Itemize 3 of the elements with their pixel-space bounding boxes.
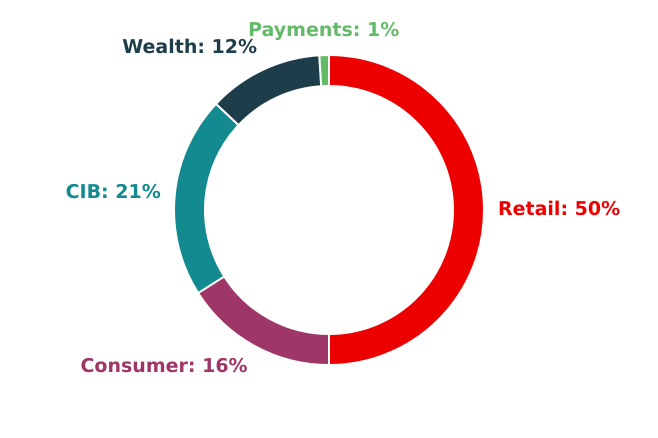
slice-label: Consumer: 16%: [80, 354, 248, 377]
slice-label: CIB: 21%: [66, 181, 161, 204]
slice-label: Retail: 50%: [498, 198, 620, 220]
